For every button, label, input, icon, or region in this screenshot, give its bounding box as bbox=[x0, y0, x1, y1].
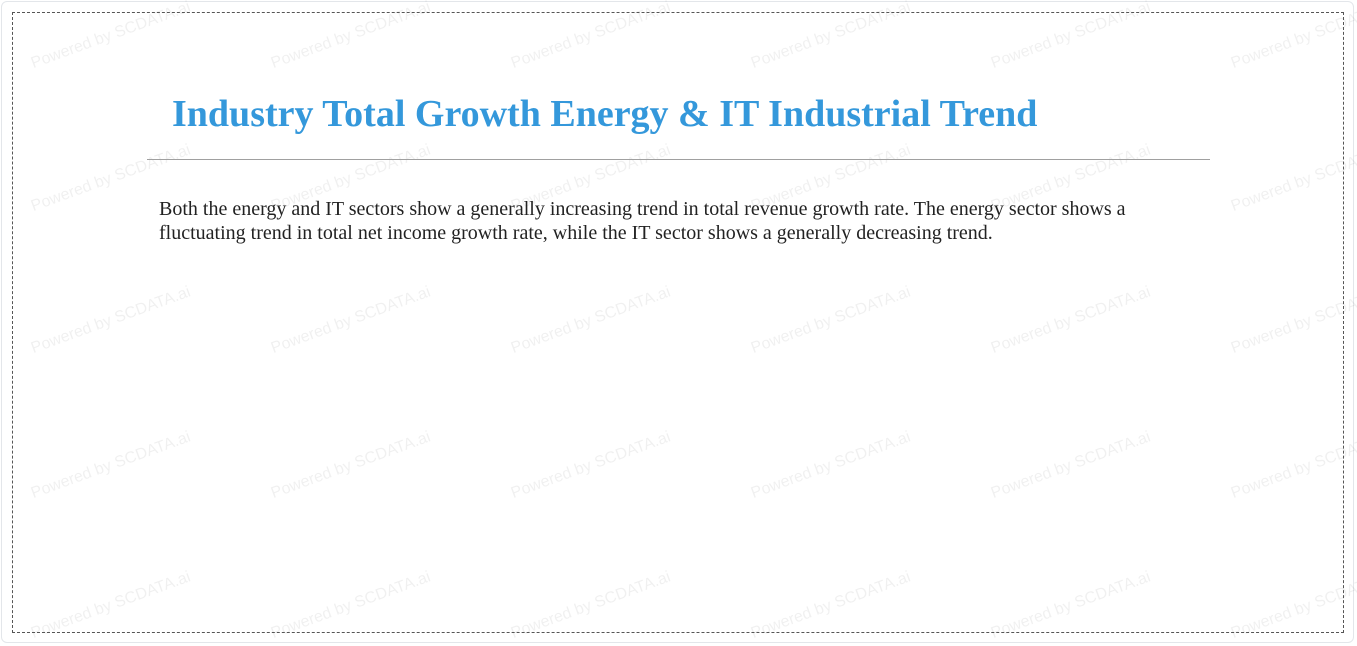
summary-text: Both the energy and IT sectors show a ge… bbox=[159, 198, 1126, 244]
content-frame bbox=[12, 12, 1344, 633]
title-divider bbox=[147, 159, 1210, 160]
page-title: Industry Total Growth Energy & IT Indust… bbox=[172, 93, 1038, 135]
